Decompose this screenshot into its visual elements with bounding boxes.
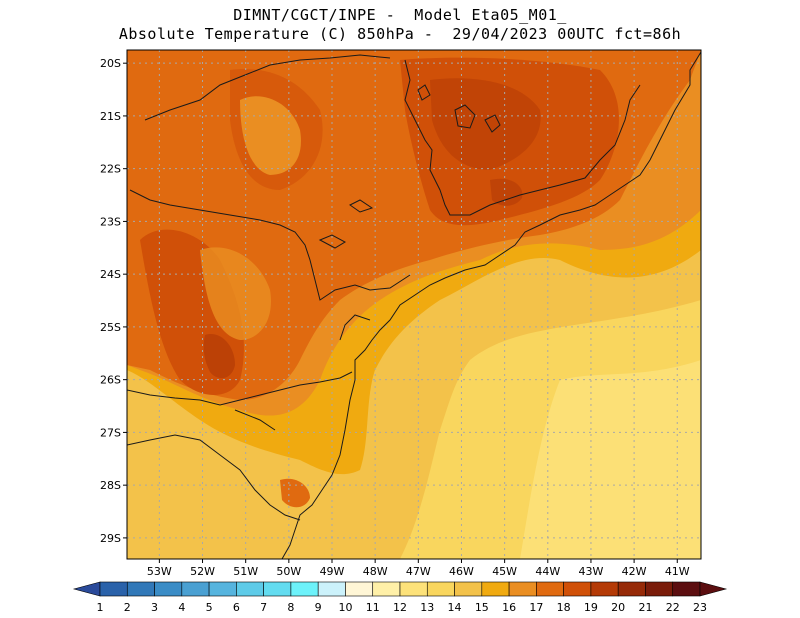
- lon-label: 50W: [276, 565, 301, 578]
- lat-label: 29S: [100, 532, 121, 545]
- colorbar-label: 8: [287, 601, 294, 614]
- lat-label: 22S: [100, 163, 121, 176]
- colorbar-segment: [208, 581, 237, 597]
- map-frame: [126, 49, 702, 560]
- lat-label: 20S: [100, 57, 121, 70]
- map-title-line2: Absolute Temperature (C) 850hPa - 29/04/…: [118, 25, 682, 43]
- temperature-field: [127, 50, 701, 559]
- lat-label: 26S: [100, 374, 121, 387]
- colorbar-segment: [126, 581, 155, 597]
- colorbar-label: 15: [475, 601, 489, 614]
- colorbar-segment: [154, 581, 183, 597]
- coastline-and-borders: [127, 51, 701, 559]
- colorbar-segment: [372, 581, 401, 597]
- colorbar-label: 1: [97, 601, 104, 614]
- latitude-axis: 20S 21S 22S 23S 24S 25S 26S 27S 28S 29S: [100, 57, 127, 545]
- longitude-axis: 53W 52W 51W 50W 49W 48W 47W 46W 45W 44W 43W 42W 41W: [147, 559, 690, 578]
- colorbar-right-arrow: [699, 581, 728, 597]
- lon-label: 51W: [233, 565, 258, 578]
- lon-label: 49W: [320, 565, 345, 578]
- colorbar-segment: [645, 581, 674, 597]
- map-gridlines: [127, 50, 701, 559]
- colorbar-segment: [536, 581, 564, 597]
- colorbar-segment: [345, 581, 374, 597]
- colorbar-label: 22: [666, 601, 680, 614]
- lon-label: 52W: [190, 565, 215, 578]
- colorbar-label: 10: [338, 601, 352, 614]
- lon-label: 41W: [665, 565, 690, 578]
- lon-label: 48W: [363, 565, 388, 578]
- colorbar-label: 12: [393, 601, 407, 614]
- lat-label: 23S: [100, 215, 121, 228]
- colorbar-segment: [263, 581, 292, 597]
- colorbar-label: 2: [124, 601, 131, 614]
- colorbar-segment: [481, 581, 510, 597]
- colorbar-label: 11: [366, 601, 380, 614]
- colorbar-left-arrow: [72, 581, 101, 597]
- colorbar-label: 7: [260, 601, 267, 614]
- colorbar-segment: [563, 581, 592, 597]
- lon-label: 43W: [579, 565, 604, 578]
- colorbar-segment: [317, 581, 346, 597]
- colorbar-segment: [99, 581, 128, 597]
- colorbar-label: 5: [206, 601, 213, 614]
- map-title-line1: DIMNT/CGCT/INPE - Model Eta05_M01_: [233, 6, 567, 24]
- colorbar-label: 18: [557, 601, 571, 614]
- colorbar-label: 19: [584, 601, 598, 614]
- colorbar-label: 6: [233, 601, 240, 614]
- lon-label: 45W: [492, 565, 517, 578]
- colorbar-label: 14: [448, 601, 462, 614]
- colorbar-label: 4: [178, 601, 185, 614]
- lat-label: 25S: [100, 321, 121, 334]
- colorbar-segment: [236, 581, 264, 597]
- colorbar-label: 17: [529, 601, 543, 614]
- lon-label: 44W: [535, 565, 560, 578]
- colorbar-segment: [590, 581, 619, 597]
- lat-label: 28S: [100, 479, 121, 492]
- lon-label: 42W: [622, 565, 647, 578]
- lon-label: 53W: [147, 565, 172, 578]
- lon-label: 46W: [449, 565, 474, 578]
- colorbar-label: 23: [693, 601, 707, 614]
- colorbar-segment: [399, 581, 428, 597]
- lat-label: 27S: [100, 426, 121, 439]
- colorbar-label: 21: [638, 601, 652, 614]
- colorbar-segment: [426, 581, 455, 597]
- colorbar-label: 13: [420, 601, 434, 614]
- lon-label: 47W: [406, 565, 431, 578]
- lat-label: 21S: [100, 110, 121, 123]
- colorbar-segment: [290, 581, 319, 597]
- colorbar: 1 2 3 4 5 6 7 8 9 10 11 12 13 14 15 16 17 18 19 20 21 22 23: [72, 581, 728, 614]
- colorbar-label: 20: [611, 601, 625, 614]
- colorbar-segment: [617, 581, 646, 597]
- colorbar-label: 3: [151, 601, 158, 614]
- colorbar-segment: [508, 581, 537, 597]
- colorbar-segment: [454, 581, 483, 597]
- colorbar-label: 16: [502, 601, 516, 614]
- lat-label: 24S: [100, 268, 121, 281]
- colorbar-label: 9: [315, 601, 322, 614]
- colorbar-segment: [181, 581, 210, 597]
- colorbar-segment: [672, 581, 701, 597]
